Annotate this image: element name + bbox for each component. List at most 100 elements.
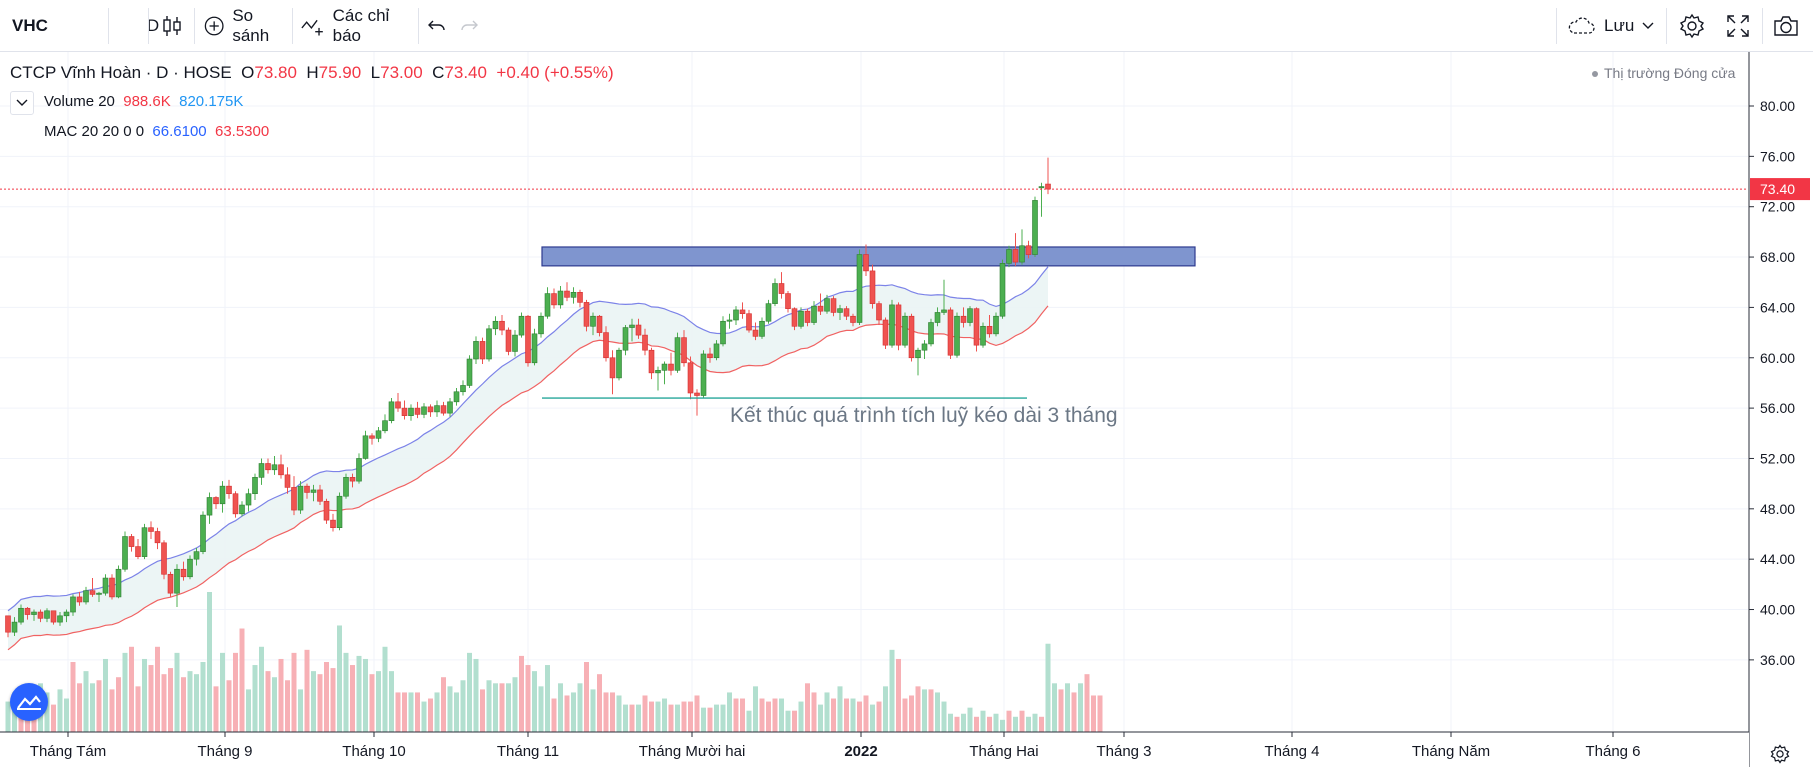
- price-label: 36.00: [1760, 652, 1795, 668]
- chevron-down-icon: [1642, 22, 1654, 29]
- candle-body: [1032, 200, 1038, 255]
- volume-legend[interactable]: Volume 20 988.6K 820.175K: [44, 93, 243, 110]
- volume-bar: [499, 683, 505, 732]
- volume-bar: [1026, 716, 1031, 732]
- candle: [102, 574, 109, 596]
- price-label: 40.00: [1760, 602, 1795, 618]
- candle-body: [336, 495, 343, 528]
- volume-bar: [1013, 716, 1018, 732]
- candle: [973, 307, 980, 352]
- legend-title: CTCP Vĩnh Hoàn · D · HOSE: [10, 63, 232, 82]
- candle: [421, 403, 427, 419]
- candle: [804, 308, 811, 327]
- candle: [148, 521, 154, 540]
- chart-settings-button[interactable]: [1768, 743, 1792, 765]
- candle: [596, 314, 603, 337]
- candle-body: [882, 319, 889, 346]
- candle: [687, 356, 694, 400]
- candle: [11, 617, 18, 636]
- candle-body: [408, 407, 414, 416]
- change-value: +0.40 (+0.55%): [496, 63, 614, 82]
- snapshot-button[interactable]: [1764, 0, 1808, 51]
- fullscreen-button[interactable]: [1718, 0, 1758, 51]
- volume-bar: [1091, 695, 1096, 732]
- candle-body: [525, 315, 531, 364]
- candle: [837, 304, 843, 320]
- redo-button[interactable]: [454, 0, 484, 51]
- candle: [531, 328, 538, 366]
- volume-bar: [181, 677, 186, 732]
- candle: [752, 322, 759, 341]
- candle-body: [369, 435, 375, 439]
- candle: [135, 539, 141, 560]
- candle-body: [772, 283, 778, 304]
- candle: [668, 352, 674, 376]
- symbol-search-button[interactable]: VHC: [0, 0, 125, 51]
- candle: [785, 291, 791, 313]
- chart-type-button[interactable]: [150, 0, 194, 51]
- volume-bar: [506, 683, 511, 732]
- candle-body: [804, 310, 811, 323]
- undo-button[interactable]: [422, 0, 452, 51]
- candle: [889, 299, 895, 348]
- candle-body: [161, 542, 167, 575]
- candle: [44, 608, 50, 623]
- candle-body: [141, 527, 148, 557]
- candle-body: [83, 590, 89, 603]
- volume-bar: [987, 716, 992, 732]
- toolbar-divider: [418, 8, 419, 44]
- volume-bar: [837, 686, 843, 732]
- compare-button[interactable]: So sánh: [200, 0, 290, 51]
- candle-body: [200, 514, 206, 552]
- volume-bar: [278, 658, 284, 732]
- candle: [882, 317, 889, 349]
- candle-body: [642, 334, 648, 351]
- candle: [934, 307, 941, 327]
- candle: [310, 484, 317, 502]
- tradingview-logo[interactable]: [10, 683, 48, 721]
- volume-bar: [57, 689, 63, 732]
- price-label: 72.00: [1760, 199, 1795, 215]
- candle-body: [505, 329, 512, 352]
- legend-collapse-button[interactable]: [10, 91, 34, 115]
- volume-bar: [1032, 713, 1038, 732]
- candle: [850, 313, 856, 327]
- candle: [830, 296, 837, 317]
- volume-bar: [83, 671, 89, 732]
- candle: [824, 294, 830, 314]
- volume-bar: [577, 683, 583, 732]
- time-label: Tháng 6: [1585, 743, 1640, 760]
- candle: [271, 455, 278, 475]
- candle: [447, 398, 453, 417]
- candle: [928, 318, 934, 347]
- candle-body: [629, 324, 635, 328]
- indicators-button[interactable]: Các chỉ báo: [298, 0, 418, 51]
- camera-icon: [1774, 15, 1798, 36]
- settings-button[interactable]: [1672, 0, 1712, 51]
- price-chart[interactable]: Kết thúc quá trình tích luỹ kéo dài 3 th…: [0, 52, 1813, 767]
- candle-body: [395, 401, 401, 409]
- candle-body: [1038, 186, 1045, 189]
- candle: [434, 400, 440, 417]
- volume-bar: [701, 707, 706, 732]
- volume-bar: [1084, 674, 1090, 732]
- volume-bar: [824, 692, 830, 732]
- fullscreen-icon: [1727, 14, 1749, 37]
- volume-bar: [122, 652, 128, 732]
- save-button[interactable]: Lưu: [1558, 0, 1664, 51]
- volume-bar: [850, 698, 856, 732]
- candle-body: [440, 405, 447, 414]
- interval-button[interactable]: D: [128, 0, 178, 51]
- candle: [746, 309, 752, 333]
- candle: [466, 355, 473, 388]
- mac-legend[interactable]: MAC 20 20 0 0 66.6100 63.5300: [44, 123, 269, 140]
- candle-body: [609, 357, 616, 379]
- candle: [525, 314, 531, 367]
- volume-bar: [558, 683, 563, 732]
- symbol-label: VHC: [12, 15, 48, 35]
- candle: [219, 481, 226, 513]
- volume-bar: [707, 707, 713, 732]
- candle: [583, 299, 590, 332]
- candle-body: [622, 327, 629, 351]
- chevron-down-icon: [16, 99, 28, 106]
